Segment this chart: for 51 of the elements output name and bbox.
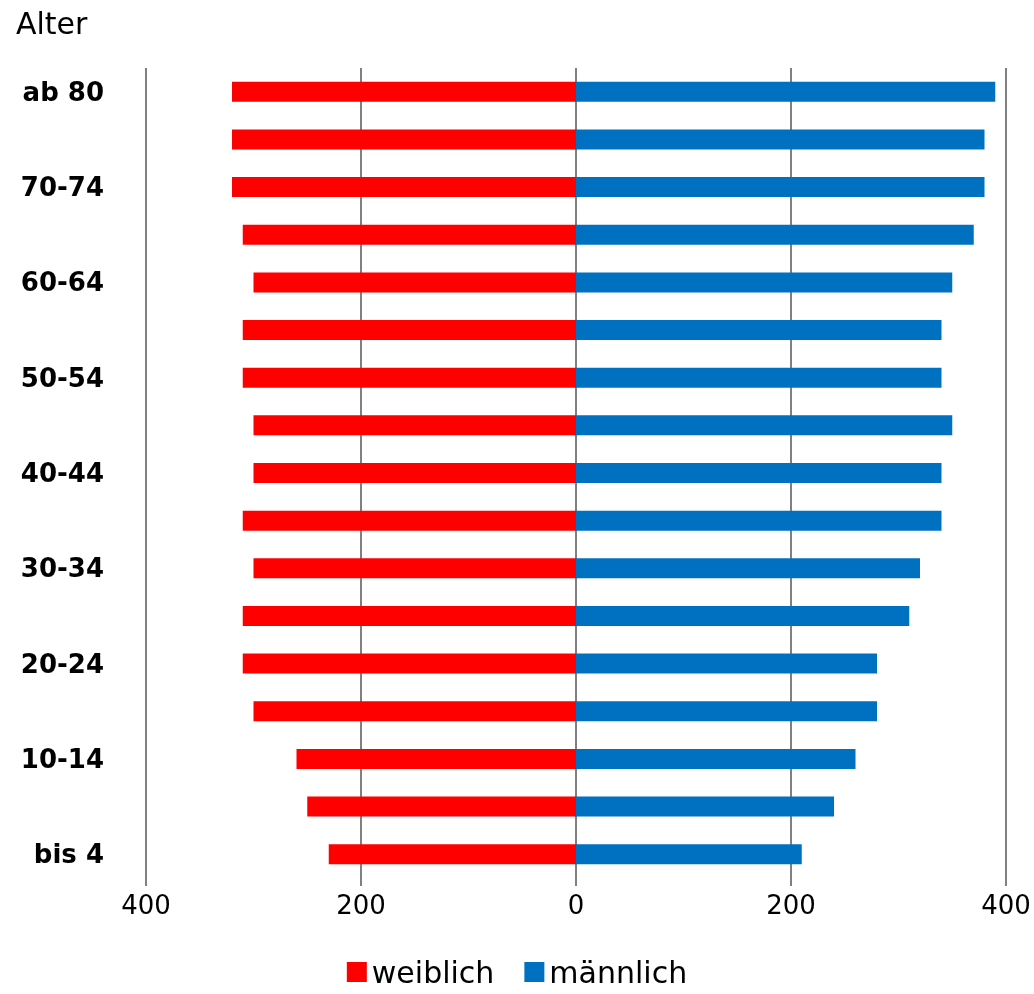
bar	[253, 701, 576, 722]
bar	[576, 177, 985, 198]
bar	[242, 605, 576, 626]
bar	[576, 224, 974, 245]
x-tick-label: 200	[336, 890, 386, 920]
y-tick-label: 60-64	[20, 267, 104, 298]
bar	[576, 367, 942, 388]
y-tick-label: 40-44	[20, 458, 104, 488]
y-axis-title: Alter	[16, 5, 89, 41]
bar	[242, 653, 576, 674]
bar	[242, 510, 576, 531]
y-tick-label: 70-74	[20, 172, 104, 203]
bar	[576, 558, 920, 579]
x-tick-label: 200	[766, 890, 816, 920]
bar	[576, 81, 996, 102]
bar	[576, 796, 834, 817]
x-tick-label: 0	[567, 890, 585, 920]
y-tick-label: ab 80	[22, 76, 104, 107]
bar	[232, 81, 576, 102]
bar	[576, 510, 942, 531]
bar	[242, 224, 576, 245]
bar	[253, 558, 576, 579]
bar	[253, 463, 576, 483]
bar	[242, 367, 576, 388]
x-tick-label: 400	[121, 890, 171, 920]
bar	[253, 415, 576, 436]
bar	[242, 320, 576, 341]
bar	[328, 844, 576, 865]
bar	[576, 653, 877, 674]
bar	[296, 748, 576, 769]
y-tick-label: 50-54	[20, 362, 104, 393]
bar	[576, 605, 910, 626]
bar	[576, 844, 802, 865]
y-tick-label: 30-34	[20, 553, 104, 584]
bar	[576, 320, 942, 341]
bar	[232, 129, 576, 150]
bar	[576, 415, 953, 436]
bar	[253, 272, 576, 293]
bar	[576, 463, 942, 483]
legend-label: weiblich	[371, 954, 495, 990]
bar	[576, 701, 877, 722]
bar	[576, 272, 953, 293]
y-tick-label: 20-24	[20, 648, 104, 679]
bar	[232, 177, 576, 198]
bar	[307, 796, 576, 817]
x-tick-label: 400	[981, 890, 1031, 920]
bar	[576, 129, 985, 150]
y-tick-label: 10-14	[20, 743, 104, 774]
legend-label: männlich	[549, 954, 688, 990]
bar	[576, 748, 856, 769]
y-tick-label: bis 4	[33, 839, 104, 870]
